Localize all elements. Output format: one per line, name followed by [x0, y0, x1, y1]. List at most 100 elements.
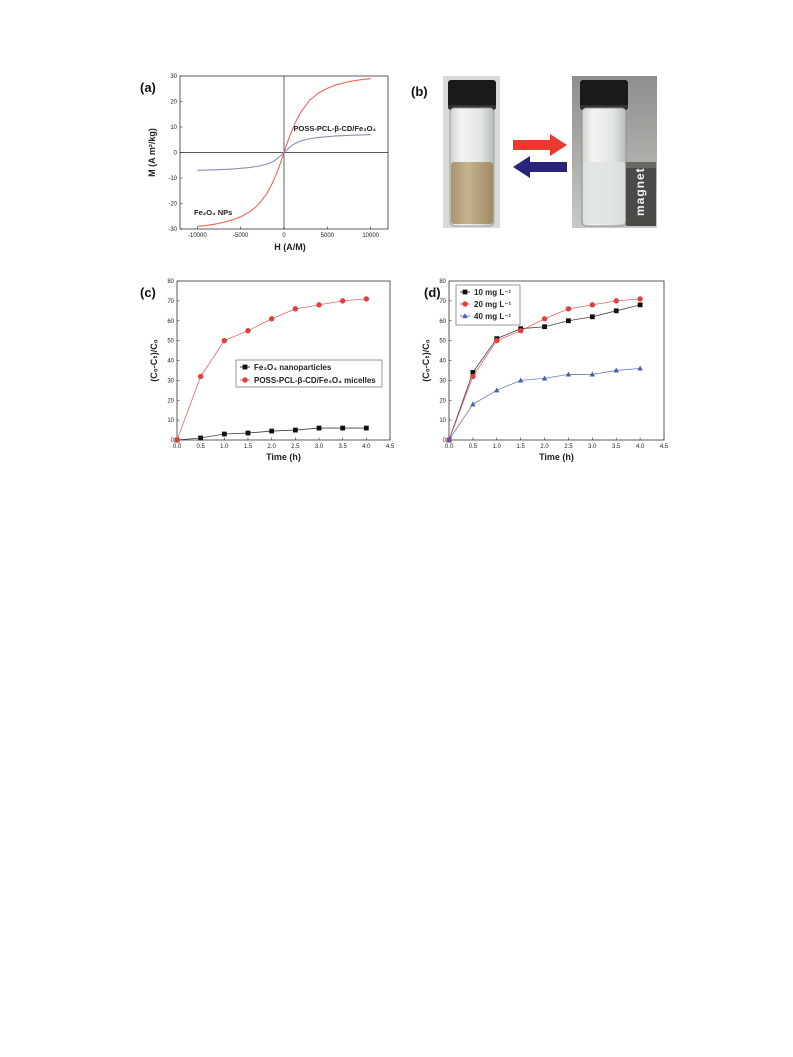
- y-tick-label: 0: [443, 438, 447, 444]
- y-tick-label: 10: [167, 418, 174, 424]
- data-point: [566, 318, 571, 324]
- series-line: [448, 304, 641, 441]
- right-vial-cap: [580, 80, 628, 110]
- y-tick-label: 80: [167, 279, 174, 285]
- data-point: [446, 437, 452, 443]
- data-point: [174, 437, 180, 443]
- x-tick-label: -5000: [233, 233, 249, 239]
- x-tick-label: 3.0: [315, 444, 324, 450]
- magnetization-curve: [197, 134, 371, 171]
- x-tick-label: -10000: [188, 233, 207, 239]
- data-point: [494, 387, 500, 393]
- y-tick-label: 50: [439, 339, 446, 345]
- data-point: [637, 302, 643, 308]
- data-point: [518, 326, 524, 332]
- series-line: [176, 427, 367, 441]
- data-point: [613, 367, 619, 373]
- data-point: [494, 336, 500, 342]
- data-point: [637, 365, 643, 371]
- annotation-fe3o4: Fe₃O₄ NPs: [194, 208, 232, 217]
- plot-frame: [176, 280, 391, 441]
- x-tick-label: 10000: [362, 233, 379, 239]
- x-tick-label: 4.0: [636, 444, 645, 450]
- y-tick-label: 30: [167, 378, 174, 384]
- data-point: [269, 428, 275, 434]
- y-axis-label: (C₀-Cₜ)/C₀: [149, 339, 159, 382]
- legend-marker: [462, 313, 468, 319]
- x-tick-label: 3.5: [612, 444, 621, 450]
- legend-label: 20 mg L⁻¹: [474, 300, 511, 309]
- data-point: [363, 425, 369, 431]
- y-tick-label: 30: [170, 74, 177, 80]
- x-tick-label: 0.0: [445, 444, 454, 450]
- data-point: [292, 306, 299, 312]
- y-tick-label: 0: [174, 151, 178, 157]
- x-tick-label: 0.5: [196, 444, 205, 450]
- x-tick-label: 4.5: [660, 444, 669, 450]
- data-point: [268, 316, 275, 322]
- x-tick-label: 1.0: [493, 444, 502, 450]
- data-point: [589, 371, 596, 377]
- left-vial-suspension: [451, 162, 493, 224]
- data-point: [541, 316, 548, 322]
- data-point: [198, 435, 204, 441]
- y-tick-label: 60: [167, 319, 174, 325]
- x-tick-label: 2.5: [291, 444, 300, 450]
- x-tick-label: 0.0: [173, 444, 182, 450]
- y-tick-label: 40: [167, 359, 174, 365]
- data-point: [565, 306, 572, 312]
- data-point: [174, 437, 180, 443]
- x-tick-label: 5000: [321, 233, 335, 239]
- magnet-block: [626, 162, 656, 226]
- x-tick-label: 2.5: [564, 444, 573, 450]
- data-point: [542, 324, 547, 330]
- legend-marker: [462, 301, 468, 307]
- y-tick-label: 20: [439, 398, 446, 404]
- series-line: [448, 298, 641, 441]
- data-point: [446, 437, 452, 443]
- y-tick-label: 60: [439, 319, 446, 325]
- x-axis-label: H (A/M): [274, 242, 306, 252]
- plot-frame: [448, 280, 665, 441]
- series-line: [448, 368, 641, 441]
- data-point: [292, 427, 298, 433]
- x-tick-label: 1.5: [516, 444, 525, 450]
- y-tick-label: 10: [170, 125, 177, 131]
- data-point: [470, 370, 476, 375]
- data-point: [316, 425, 322, 431]
- x-tick-label: 1.5: [244, 444, 253, 450]
- x-axis-label: Time (h): [266, 452, 301, 462]
- data-point: [221, 431, 227, 437]
- panel-label-d: (d): [424, 285, 441, 300]
- y-axis-label: (C₀-Cₜ)/C₀: [421, 339, 431, 382]
- data-point: [589, 302, 596, 308]
- y-tick-label: -10: [168, 176, 177, 182]
- y-tick-label: 70: [167, 299, 174, 305]
- y-tick-label: -20: [168, 202, 177, 208]
- x-tick-label: 3.0: [588, 444, 597, 450]
- y-tick-label: -30: [168, 227, 177, 233]
- plot-frame: [179, 75, 389, 230]
- x-tick-label: 1.0: [220, 444, 229, 450]
- y-tick-label: 40: [439, 359, 446, 365]
- y-tick-label: 50: [167, 339, 174, 345]
- data-point: [517, 327, 524, 334]
- magnetization-curve: [197, 78, 371, 227]
- magnet-label: magnet: [633, 167, 647, 216]
- data-point: [316, 302, 322, 308]
- series-line: [176, 298, 367, 441]
- legend-label: 40 mg L⁻¹: [474, 312, 511, 321]
- data-point: [197, 373, 204, 380]
- legend-marker: [462, 289, 468, 295]
- y-axis-label: M (A m²/kg): [147, 128, 157, 177]
- y-tick-label: 10: [439, 418, 446, 424]
- annotation-micelles: POSS-PCL-β-CD/Fe₃O₄: [294, 124, 377, 133]
- data-point: [470, 401, 476, 407]
- data-point: [221, 337, 228, 344]
- data-point: [637, 296, 643, 302]
- legend-label: Fe₃O₄ nanoparticles: [254, 363, 332, 372]
- panel-label-c: (c): [140, 285, 156, 300]
- data-point: [339, 298, 346, 304]
- panel-label-a: (a): [140, 80, 156, 95]
- x-axis-label: Time (h): [539, 452, 574, 462]
